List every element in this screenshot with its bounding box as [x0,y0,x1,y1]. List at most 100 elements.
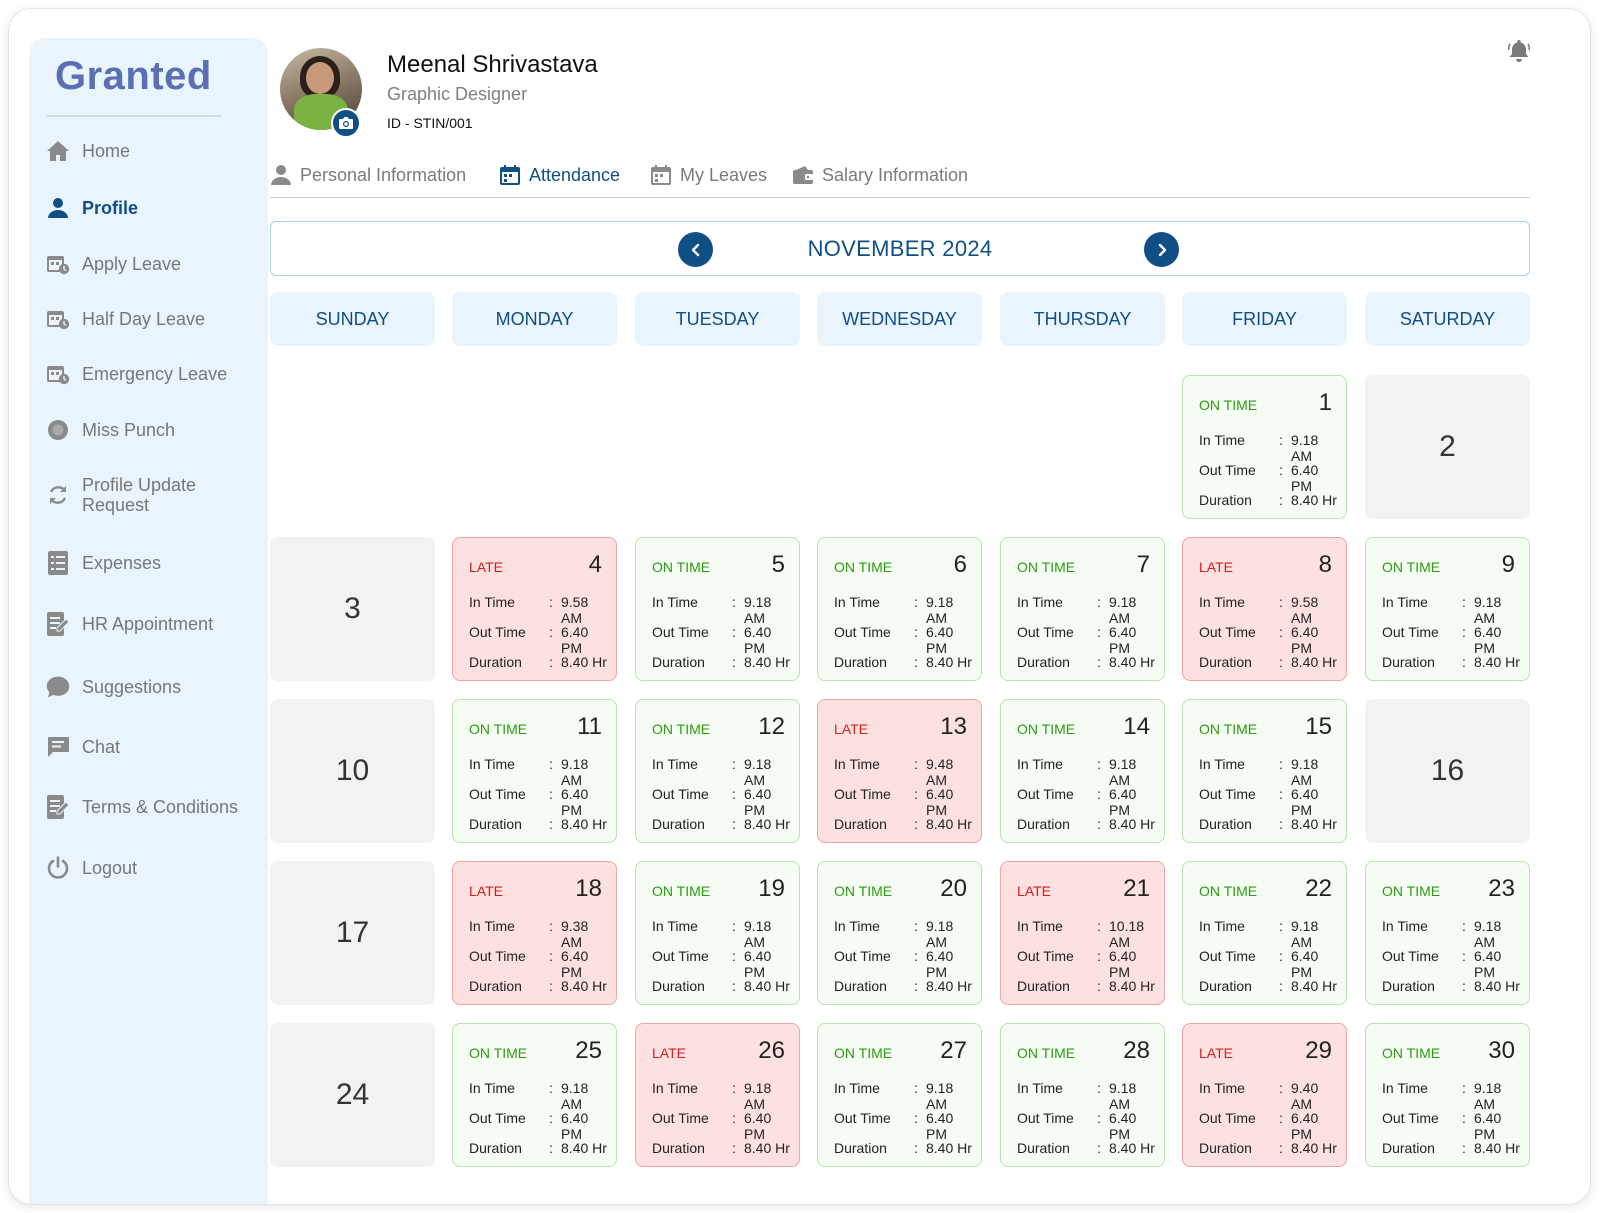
calendar-day-late[interactable]: LATE 18 In Time:9.38 AM Out Time:6.40 PM Dur… [452,861,617,1005]
calendar-day-late[interactable]: LATE 4 In Time:9.58 AM Out Time:6.40 PM Dura… [452,537,617,681]
day-number: 6 [953,551,967,578]
calendar-day-on-time[interactable]: ON TIME 15 In Time:9.18 AM Out Time:6.40 PM… [1182,699,1347,843]
calendar-icon [650,164,672,186]
out-time-label: Out Time [1199,948,1256,964]
sidebar-item-miss-punch[interactable]: Miss Punch [46,418,175,442]
in-time-value: 9.40 AM [1291,1080,1319,1112]
day-number: 16 [1430,754,1465,787]
sidebar-item-emergency-leave[interactable]: Emergency Leave [46,362,227,386]
calendar-day-on-time[interactable]: ON TIME 9 In Time:9.18 AM Out Time:6.40 PM D… [1365,537,1530,681]
tab-my-leaves[interactable]: My Leaves [650,164,767,186]
calendar-day-on-time[interactable]: ON TIME 1 In Time:9.18 AM Out Time:6.40 PM D… [1182,375,1347,519]
calendar-day-on-time[interactable]: ON TIME 6 In Time:9.18 AM Out Time:6.40 PM D… [817,537,982,681]
calendar-day-weekend[interactable]: 17 [270,861,435,1005]
in-time-label: In Time [469,594,515,610]
sidebar-item-label: Emergency Leave [82,363,228,384]
out-time-label: Out Time [1017,1110,1074,1126]
next-month-button[interactable] [1144,232,1179,267]
out-time-label: Out Time [469,1110,526,1126]
status-badge: ON TIME [1382,883,1441,899]
sidebar-item-half-day-leave[interactable]: Half Day Leave [46,307,205,331]
calendar-day-on-time[interactable]: ON TIME 19 In Time:9.18 AM Out Time:6.40 PM… [635,861,800,1005]
out-time-value: 6.40 PM [1291,624,1319,656]
calendar-day-on-time[interactable]: ON TIME 30 In Time:9.18 AM Out Time:6.40 PM… [1365,1023,1530,1167]
status-badge: ON TIME [1017,559,1076,575]
separator: : [549,948,553,964]
out-time-label: Out Time [834,786,891,802]
calendar-day-on-time[interactable]: ON TIME 22 In Time:9.18 AM Out Time:6.40 PM… [1182,861,1347,1005]
calendar-day-late[interactable]: LATE 8 In Time:9.58 AM Out Time:6.40 PM Dura… [1182,537,1347,681]
duration-value: 8.40 Hr [1109,978,1155,994]
day-number: 5 [771,551,785,578]
sidebar-item-profile-update-request[interactable]: Profile Update Request [46,475,222,515]
day-number: 18 [575,875,602,902]
calendar-day-on-time[interactable]: ON TIME 20 In Time:9.18 AM Out Time:6.40 PM… [817,861,982,1005]
duration-value: 8.40 Hr [1474,654,1520,670]
sidebar-item-profile[interactable]: Profile [46,196,138,220]
calendar-day-late[interactable]: LATE 26 In Time:9.18 AM Out Time:6.40 PM Dur… [635,1023,800,1167]
duration-value: 8.40 Hr [561,1140,607,1156]
out-time-value: 6.40 PM [1474,624,1502,656]
calendar-day-on-time[interactable]: ON TIME 25 In Time:9.18 AM Out Time:6.40 PM… [452,1023,617,1167]
sidebar-item-suggestions[interactable]: Suggestions [46,675,181,699]
calendar-day-weekend[interactable]: 3 [270,537,435,681]
day-number: 15 [1305,713,1332,740]
separator: : [732,1140,736,1156]
sidebar-item-hr-appointment[interactable]: HR Appointment [46,612,213,636]
day-number: 13 [940,713,967,740]
sidebar-item-label: Half Day Leave [82,308,206,329]
day-number: 9 [1501,551,1515,578]
calendar-day-late[interactable]: LATE 21 In Time:10.18 AM Out Time:6.40 PM Du… [1000,861,1165,1005]
out-time-value: 6.40 PM [561,1110,589,1142]
tab-salary-information[interactable]: Salary Information [792,164,968,186]
notification-bell-icon[interactable] [1507,38,1531,64]
separator: : [1279,624,1283,640]
sidebar-item-label: Home [82,140,131,161]
sidebar-item-terms-and-conditions[interactable]: Terms & Conditions [46,795,238,819]
in-time-label: In Time [652,594,698,610]
in-time-value: 9.18 AM [1474,594,1502,626]
calendar-day-on-time[interactable]: ON TIME 7 In Time:9.18 AM Out Time:6.40 PM D… [1000,537,1165,681]
sidebar-item-home[interactable]: Home [46,139,130,163]
in-time-label: In Time [834,594,880,610]
in-time-label: In Time [1199,756,1245,772]
calendar-day-on-time[interactable]: ON TIME 11 In Time:9.18 AM Out Time:6.40 PM… [452,699,617,843]
calendar-day-late[interactable]: LATE 29 In Time:9.40 AM Out Time:6.40 PM Dur… [1182,1023,1347,1167]
tab-attendance[interactable]: Attendance [499,164,620,186]
calendar-day-on-time[interactable]: ON TIME 5 In Time:9.18 AM Out Time:6.40 PM D… [635,537,800,681]
day-number: 8 [1318,551,1332,578]
calendar-day-weekend[interactable]: 10 [270,699,435,843]
calendar-day-on-time[interactable]: ON TIME 14 In Time:9.18 AM Out Time:6.40 PM… [1000,699,1165,843]
calendar-day-on-time[interactable]: ON TIME 12 In Time:9.18 AM Out Time:6.40 PM… [635,699,800,843]
calendar-day-on-time[interactable]: ON TIME 28 In Time:9.18 AM Out Time:6.40 PM… [1000,1023,1165,1167]
separator: : [732,1080,736,1096]
sidebar-item-apply-leave[interactable]: Apply Leave [46,252,181,276]
separator: : [914,624,918,640]
duration-value: 8.40 Hr [1291,492,1337,508]
change-photo-button[interactable] [331,108,361,138]
separator: : [549,624,553,640]
calendar-day-on-time[interactable]: ON TIME 23 In Time:9.18 AM Out Time:6.40 PM… [1365,861,1530,1005]
day-number: 23 [1488,875,1515,902]
sidebar-item-logout[interactable]: Logout [46,856,137,880]
in-time-value: 9.18 AM [561,756,589,788]
sidebar-item-expenses[interactable]: Expenses [46,551,161,575]
separator: : [549,756,553,772]
out-time-label: Out Time [1199,1110,1256,1126]
previous-month-button[interactable] [678,232,713,267]
calendar-day-weekend[interactable]: 2 [1365,375,1530,519]
duration-value: 8.40 Hr [1291,978,1337,994]
separator: : [549,978,553,994]
in-time-value: 9.18 AM [1291,432,1319,464]
weekday-header-wednesday: WEDNESDAY [817,292,982,346]
calendar-day-weekend[interactable]: 24 [270,1023,435,1167]
calendar-day-late[interactable]: LATE 13 In Time:9.48 AM Out Time:6.40 PM Dur… [817,699,982,843]
out-time-label: Out Time [834,948,891,964]
duration-label: Duration [1199,492,1252,508]
calendar-day-weekend[interactable]: 16 [1365,699,1530,843]
calendar-day-on-time[interactable]: ON TIME 27 In Time:9.18 AM Out Time:6.40 PM… [817,1023,982,1167]
separator: : [1279,594,1283,610]
separator: : [549,918,553,934]
sidebar-item-chat[interactable]: Chat [46,735,120,759]
tab-personal-information[interactable]: Personal Information [270,164,466,186]
